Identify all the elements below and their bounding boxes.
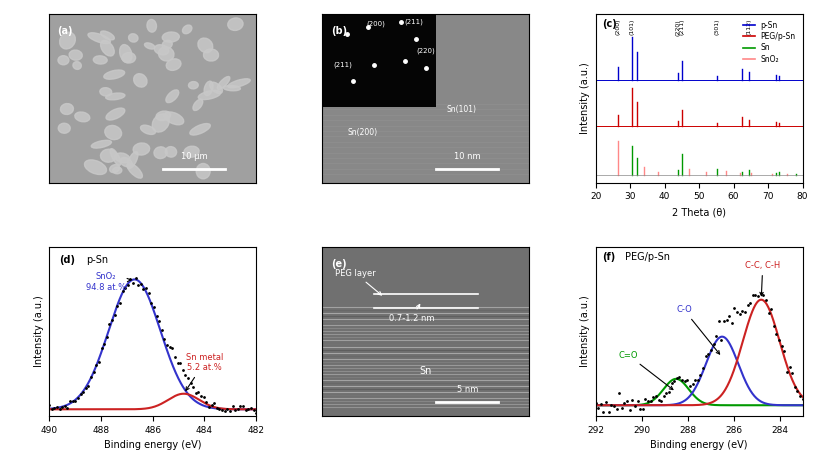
Text: (e): (e): [331, 259, 346, 269]
Ellipse shape: [93, 56, 107, 64]
Text: Sn: Sn: [419, 365, 432, 376]
Ellipse shape: [115, 153, 129, 163]
Text: (f): (f): [602, 252, 615, 262]
Y-axis label: Intensity (a.u.): Intensity (a.u.): [580, 62, 590, 134]
Ellipse shape: [69, 50, 82, 60]
Ellipse shape: [183, 25, 192, 34]
Ellipse shape: [61, 103, 74, 115]
Text: (200): (200): [367, 21, 386, 27]
Text: 10 nm: 10 nm: [454, 152, 481, 161]
Text: (200): (200): [616, 19, 621, 36]
Ellipse shape: [159, 47, 174, 61]
Ellipse shape: [106, 93, 125, 100]
Ellipse shape: [166, 59, 181, 70]
Ellipse shape: [198, 38, 213, 53]
Ellipse shape: [120, 158, 132, 167]
Ellipse shape: [111, 149, 120, 165]
Text: p-Sn: p-Sn: [86, 255, 109, 265]
Bar: [323, 14, 437, 107]
Ellipse shape: [129, 34, 138, 42]
Text: (d): (d): [60, 255, 75, 265]
Ellipse shape: [144, 43, 155, 49]
Ellipse shape: [156, 111, 170, 121]
Text: Sn(101): Sn(101): [446, 105, 477, 114]
Ellipse shape: [197, 164, 210, 179]
Ellipse shape: [165, 112, 183, 125]
Ellipse shape: [210, 82, 223, 93]
Text: (c): (c): [602, 19, 617, 29]
Text: 10 μm: 10 μm: [181, 152, 207, 161]
Ellipse shape: [228, 18, 243, 30]
Ellipse shape: [100, 88, 111, 96]
Ellipse shape: [101, 31, 115, 40]
Text: Sn(200): Sn(200): [347, 128, 378, 138]
Ellipse shape: [58, 123, 70, 133]
Ellipse shape: [154, 147, 167, 158]
Ellipse shape: [127, 163, 143, 178]
Ellipse shape: [133, 74, 147, 87]
Ellipse shape: [58, 55, 69, 65]
Ellipse shape: [188, 82, 198, 89]
Ellipse shape: [224, 85, 241, 91]
Ellipse shape: [127, 152, 138, 169]
Ellipse shape: [190, 123, 210, 135]
Ellipse shape: [193, 99, 203, 110]
Ellipse shape: [60, 32, 75, 49]
Ellipse shape: [141, 125, 156, 134]
Ellipse shape: [110, 164, 120, 173]
Text: (211): (211): [333, 61, 352, 67]
Text: C=O: C=O: [618, 351, 673, 389]
Ellipse shape: [106, 108, 124, 120]
Legend: p-Sn, PEG/p-Sn, Sn, SnO₂: p-Sn, PEG/p-Sn, Sn, SnO₂: [740, 18, 799, 67]
X-axis label: Binding energy (eV): Binding energy (eV): [650, 440, 748, 450]
Text: C-C, C-H: C-C, C-H: [745, 261, 781, 296]
Text: (a): (a): [57, 26, 73, 36]
X-axis label: 2 Theta (θ): 2 Theta (θ): [672, 207, 726, 217]
Y-axis label: Intensity (a.u.): Intensity (a.u.): [34, 296, 43, 367]
Ellipse shape: [91, 140, 111, 148]
Text: (301): (301): [715, 19, 720, 36]
Ellipse shape: [152, 114, 170, 132]
Ellipse shape: [75, 112, 90, 122]
Text: (220): (220): [417, 48, 435, 54]
Text: (211): (211): [679, 19, 684, 36]
Ellipse shape: [84, 160, 106, 175]
Ellipse shape: [113, 167, 122, 174]
Ellipse shape: [162, 32, 179, 42]
Text: C-O: C-O: [676, 305, 720, 354]
Ellipse shape: [122, 53, 136, 63]
Ellipse shape: [165, 146, 177, 157]
Text: SnO₂
94.8 at.%: SnO₂ 94.8 at.%: [86, 273, 132, 292]
Ellipse shape: [228, 79, 251, 88]
Text: (101): (101): [630, 19, 635, 35]
Ellipse shape: [133, 143, 150, 155]
Text: Sn metal
5.2 at.%: Sn metal 5.2 at.%: [186, 353, 223, 390]
Ellipse shape: [162, 40, 172, 49]
Ellipse shape: [88, 33, 111, 43]
Text: (211): (211): [404, 19, 423, 25]
Ellipse shape: [147, 19, 156, 32]
Text: PEG layer: PEG layer: [335, 268, 382, 295]
Text: PEG/p-Sn: PEG/p-Sn: [625, 252, 670, 262]
Ellipse shape: [101, 41, 115, 56]
Y-axis label: Intensity (a.u.): Intensity (a.u.): [580, 296, 590, 367]
Ellipse shape: [217, 77, 230, 89]
Ellipse shape: [154, 45, 169, 55]
Text: (112): (112): [747, 19, 752, 36]
Ellipse shape: [166, 90, 179, 103]
Text: 0.7-1.2 nm: 0.7-1.2 nm: [389, 304, 434, 323]
Text: 5 nm: 5 nm: [457, 385, 478, 394]
Ellipse shape: [203, 49, 219, 61]
Ellipse shape: [184, 146, 199, 157]
Ellipse shape: [101, 149, 116, 162]
Ellipse shape: [105, 125, 121, 140]
X-axis label: Binding energy (eV): Binding energy (eV): [104, 440, 201, 450]
Ellipse shape: [120, 45, 132, 62]
Ellipse shape: [73, 61, 81, 69]
Ellipse shape: [198, 91, 221, 100]
Ellipse shape: [204, 81, 213, 96]
Text: (220): (220): [676, 19, 681, 36]
Text: (b): (b): [331, 26, 346, 36]
Ellipse shape: [104, 70, 124, 79]
